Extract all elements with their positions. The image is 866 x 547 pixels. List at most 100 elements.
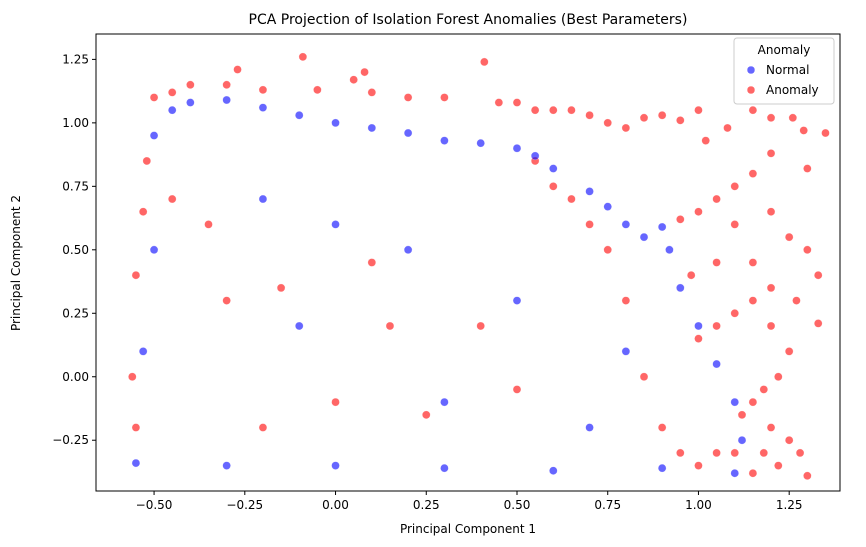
anomaly-point xyxy=(821,128,830,138)
normal-point xyxy=(294,110,304,120)
anomaly-point xyxy=(367,258,377,267)
anomaly-point xyxy=(803,471,812,481)
anomaly-point xyxy=(360,67,369,77)
anomaly-point xyxy=(128,372,137,381)
anomaly-point xyxy=(567,105,576,115)
anomaly-point xyxy=(585,110,594,120)
anomaly-point xyxy=(621,296,631,305)
anomaly-point xyxy=(803,164,812,173)
anomaly-point xyxy=(766,321,776,331)
normal-point xyxy=(440,463,449,473)
anomaly-point xyxy=(204,220,213,229)
normal-point xyxy=(621,220,631,229)
normal-point xyxy=(222,461,231,470)
anomaly-point xyxy=(759,448,769,458)
legend-label-normal: Normal xyxy=(766,63,809,77)
anomaly-point xyxy=(686,270,696,280)
normal-point xyxy=(657,463,667,473)
anomaly-point xyxy=(766,149,776,158)
normal-point xyxy=(530,151,540,161)
normal-point xyxy=(549,466,558,475)
anomaly-point xyxy=(512,385,522,394)
normal-point xyxy=(639,232,649,242)
normal-point xyxy=(367,123,377,133)
normal-point xyxy=(403,245,413,255)
anomaly-point xyxy=(799,126,808,135)
normal-point xyxy=(585,423,594,432)
y-tick-label: −0.25 xyxy=(52,433,89,447)
anomaly-point xyxy=(149,93,159,102)
anomaly-point xyxy=(385,321,395,331)
normal-point xyxy=(694,321,703,331)
anomaly-point xyxy=(258,85,268,95)
anomaly-point xyxy=(367,88,377,97)
anomaly-point xyxy=(639,113,649,123)
anomaly-point xyxy=(712,448,721,458)
anomaly-point xyxy=(730,182,740,191)
anomaly-point xyxy=(748,296,758,305)
normal-point xyxy=(149,131,159,140)
anomaly-point xyxy=(403,93,413,102)
anomaly-point xyxy=(131,270,141,280)
anomaly-point xyxy=(131,423,141,432)
anomaly-point xyxy=(730,220,740,229)
normal-point xyxy=(476,138,485,148)
normal-point xyxy=(331,118,340,128)
x-tick-label: −0.50 xyxy=(136,498,173,512)
y-axis-ticks: −0.25 0.00 0.25 0.50 0.75 1.00 1.25 xyxy=(52,52,96,447)
anomaly-point xyxy=(813,270,823,280)
anomaly-point xyxy=(766,423,776,432)
anomaly-point xyxy=(657,423,667,432)
anomaly-point xyxy=(512,98,522,107)
normal-point xyxy=(730,468,740,478)
anomaly-point xyxy=(766,113,776,123)
x-tick-label: 1.00 xyxy=(685,498,712,512)
anomaly-point xyxy=(549,182,558,191)
normal-point xyxy=(730,397,740,407)
normal-point xyxy=(440,136,449,145)
normal-point xyxy=(657,222,667,232)
normal-point xyxy=(294,321,304,331)
anomaly-point xyxy=(748,468,758,478)
anomaly-point xyxy=(167,194,177,204)
normal-point xyxy=(603,202,612,211)
anomaly-point xyxy=(603,245,612,255)
normal-point xyxy=(621,347,631,356)
anomaly-point xyxy=(694,207,703,216)
anomaly-point xyxy=(222,80,231,90)
normal-point xyxy=(440,397,449,407)
anomaly-point xyxy=(788,113,798,123)
normal-point xyxy=(138,347,148,356)
normal-point xyxy=(549,164,558,173)
normal-point xyxy=(258,103,268,112)
y-tick-label: 0.25 xyxy=(62,306,89,320)
normal-point xyxy=(167,105,177,115)
normal-point xyxy=(331,461,340,470)
anomaly-point xyxy=(349,75,358,84)
anomaly-point xyxy=(730,309,740,318)
anomaly-point xyxy=(676,215,685,224)
anomaly-point xyxy=(784,347,794,356)
anomaly-point xyxy=(676,116,685,125)
anomaly-point xyxy=(748,169,758,178)
x-tick-label: 0.25 xyxy=(413,498,440,512)
normal-point xyxy=(222,95,231,105)
anomaly-point xyxy=(694,334,703,343)
anomaly-point xyxy=(694,105,703,115)
y-axis-label: Principal Component 2 xyxy=(9,195,23,331)
normal-point xyxy=(512,144,522,153)
anomaly-point xyxy=(784,232,794,242)
anomaly-point xyxy=(730,448,740,458)
anomaly-point xyxy=(298,52,308,62)
anomaly-point xyxy=(530,105,540,115)
anomaly-point xyxy=(795,448,805,458)
anomaly-point xyxy=(748,397,758,407)
anomaly-point xyxy=(480,57,489,67)
normal-point xyxy=(258,194,268,204)
anomaly-point xyxy=(774,461,783,470)
anomaly-point xyxy=(494,98,504,107)
y-tick-label: 0.00 xyxy=(62,370,89,384)
normal-point xyxy=(331,220,340,229)
y-tick-label: 0.75 xyxy=(62,179,89,193)
anomaly-point xyxy=(138,207,148,216)
